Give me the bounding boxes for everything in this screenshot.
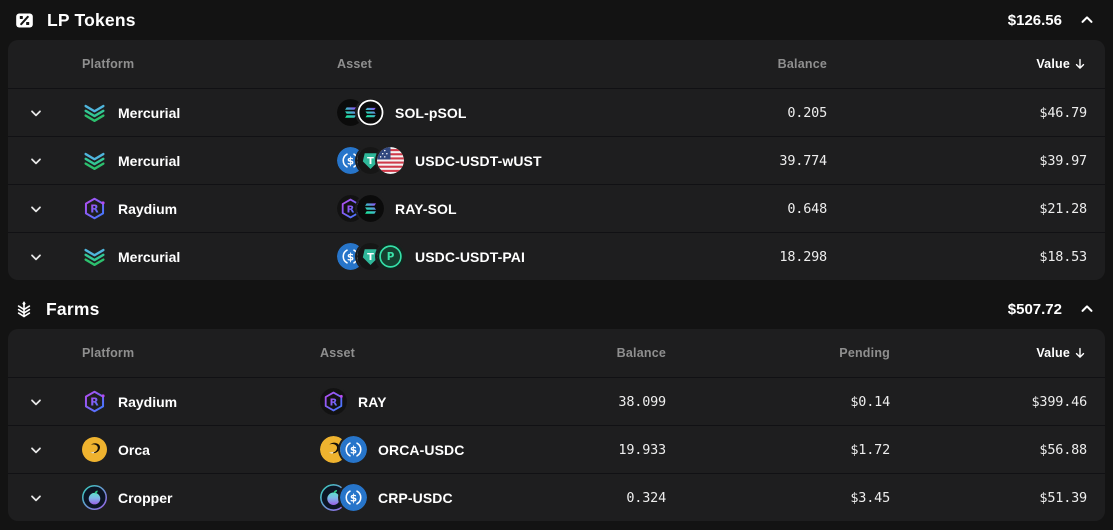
psol-token-icon (357, 99, 384, 126)
section-total: $507.72 (1007, 300, 1062, 318)
platform-name: Orca (118, 441, 150, 458)
expand-chevron-icon[interactable] (28, 490, 44, 506)
value-amount: $39.97 (1039, 152, 1087, 169)
expand-chevron-icon[interactable] (28, 249, 44, 265)
balance-value: 0.324 (626, 489, 666, 506)
section-title: Farms (46, 298, 100, 319)
asset-name: RAY (358, 393, 387, 410)
section-title: LP Tokens (47, 9, 136, 30)
raydium-logo-icon (82, 196, 107, 221)
platform-name: Mercurial (118, 104, 181, 121)
value-amount: $51.39 (1039, 489, 1087, 506)
token-pair-icons (337, 243, 404, 270)
platform-name: Mercurial (118, 248, 181, 265)
table-row[interactable]: Orca ORCA-USDC 19.933 $1.72 $56.88 (8, 425, 1105, 473)
pai-token-icon (377, 243, 404, 270)
farms-table: Platform Asset Balance Pending Value Ray… (8, 329, 1105, 521)
pending-amount: $3.45 (850, 489, 890, 506)
ray-token-icon (320, 388, 347, 415)
lp-tokens-section-header: LP Tokens $126.56 (0, 0, 1113, 40)
lp-table-header: Platform Asset Balance Value (8, 40, 1105, 88)
balance-value: 38.099 (618, 393, 666, 410)
orca-logo-icon (82, 437, 107, 462)
asset-name: RAY-SOL (395, 200, 457, 217)
value-amount: $399.46 (1031, 393, 1088, 410)
value-amount: $21.28 (1039, 200, 1087, 217)
farms-section-header: Farms $507.72 (0, 289, 1113, 329)
asset-name: ORCA-USDC (378, 441, 465, 458)
column-header-asset[interactable]: Asset (337, 57, 373, 71)
lp-tokens-table: Platform Asset Balance Value Mercurial S… (8, 40, 1105, 280)
column-header-pending[interactable]: Pending (839, 346, 890, 360)
token-pair-icons (320, 388, 347, 415)
sol-token-icon (357, 195, 384, 222)
raydium-logo-icon (82, 389, 107, 414)
usdc-token-icon (340, 484, 367, 511)
asset-name: USDC-USDT-PAI (415, 248, 525, 265)
balance-value: 0.648 (787, 200, 827, 217)
asset-name: USDC-USDT-wUST (415, 152, 542, 169)
platform-name: Raydium (118, 200, 178, 217)
section-total: $126.56 (1007, 11, 1062, 29)
sort-descending-icon (1073, 57, 1087, 71)
balance-value: 18.298 (779, 248, 827, 265)
column-header-platform[interactable]: Platform (82, 57, 135, 71)
mercurial-logo-icon (82, 244, 107, 269)
token-pair-icons (337, 99, 384, 126)
wheat-icon (14, 298, 34, 320)
column-header-value[interactable]: Value (908, 346, 1105, 360)
token-pair-icons (320, 436, 367, 463)
balance-value: 0.205 (787, 104, 827, 121)
pending-amount: $0.14 (850, 393, 890, 410)
mercurial-logo-icon (82, 148, 107, 173)
table-row[interactable]: Mercurial USDC-USDT-PAI 18.298 $18.53 (8, 232, 1105, 280)
table-row[interactable]: Raydium RAY 38.099 $0.14 $399.46 (8, 377, 1105, 425)
asset-name: SOL-pSOL (395, 104, 467, 121)
column-header-balance[interactable]: Balance (777, 57, 827, 71)
cropper-logo-icon (82, 485, 107, 510)
table-row[interactable]: Cropper CRP-USDC 0.324 $3.45 $51.39 (8, 473, 1105, 521)
value-amount: $56.88 (1039, 441, 1087, 458)
column-header-platform[interactable]: Platform (82, 346, 135, 360)
chevron-up-icon[interactable] (1078, 11, 1096, 29)
table-row[interactable]: Mercurial SOL-pSOL 0.205 $46.79 (8, 88, 1105, 136)
column-header-balance[interactable]: Balance (616, 346, 666, 360)
mercurial-logo-icon (82, 100, 107, 125)
chevron-up-icon[interactable] (1078, 300, 1096, 318)
lp-tokens-icon (14, 10, 35, 31)
sort-descending-icon (1073, 346, 1087, 360)
balance-value: 39.774 (779, 152, 827, 169)
column-header-value[interactable]: Value (845, 57, 1105, 71)
token-pair-icons (320, 484, 367, 511)
expand-chevron-icon[interactable] (28, 394, 44, 410)
platform-name: Mercurial (118, 152, 181, 169)
expand-chevron-icon[interactable] (28, 201, 44, 217)
farms-table-header: Platform Asset Balance Pending Value (8, 329, 1105, 377)
wust-token-icon (377, 147, 404, 174)
expand-chevron-icon[interactable] (28, 442, 44, 458)
value-amount: $46.79 (1039, 104, 1087, 121)
platform-name: Raydium (118, 393, 178, 410)
balance-value: 19.933 (618, 441, 666, 458)
table-row[interactable]: Mercurial USDC-USDT-wUST 39.774 $39.97 (8, 136, 1105, 184)
expand-chevron-icon[interactable] (28, 153, 44, 169)
token-pair-icons (337, 195, 384, 222)
table-row[interactable]: Raydium RAY-SOL 0.648 $21.28 (8, 184, 1105, 232)
value-amount: $18.53 (1039, 248, 1087, 265)
platform-name: Cropper (118, 489, 173, 506)
usdc-token-icon (340, 436, 367, 463)
asset-name: CRP-USDC (378, 489, 453, 506)
column-header-asset[interactable]: Asset (320, 346, 356, 360)
expand-chevron-icon[interactable] (28, 105, 44, 121)
token-pair-icons (337, 147, 404, 174)
pending-amount: $1.72 (850, 441, 890, 458)
